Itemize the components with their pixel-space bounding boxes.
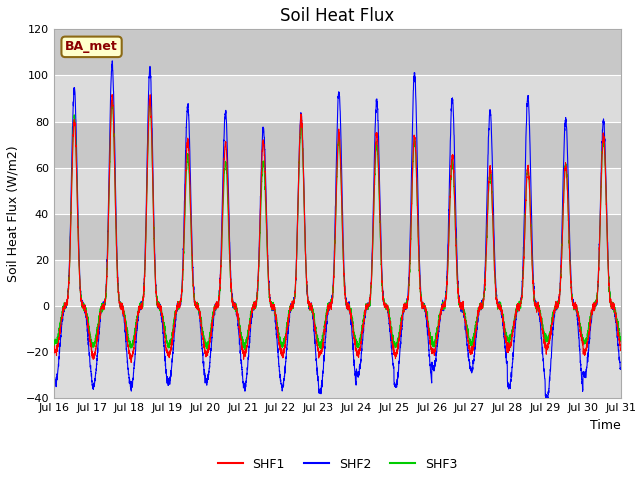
Bar <box>54 306 621 352</box>
SHF3 <box>152 284 159 289</box>
SHF3 <box>616 338 624 344</box>
SHF3 <box>433 327 441 333</box>
SHF2 <box>316 390 324 396</box>
Bar <box>54 121 621 168</box>
SHF1 <box>497 304 504 310</box>
SHF2 <box>543 400 550 406</box>
SHF1 <box>108 92 116 97</box>
SHF3 <box>317 341 324 347</box>
SHF1 <box>127 360 135 365</box>
SHF2 <box>616 366 624 372</box>
SHF1 <box>616 344 624 349</box>
SHF2 <box>152 282 159 288</box>
SHF3 <box>241 347 249 352</box>
Bar <box>54 29 621 75</box>
SHF2 <box>108 58 116 64</box>
Line: SHF1: SHF1 <box>54 95 621 362</box>
SHF1 <box>433 336 441 341</box>
Legend: SHF1, SHF2, SHF3: SHF1, SHF2, SHF3 <box>212 453 462 476</box>
Bar <box>54 260 621 306</box>
SHF1 <box>465 339 472 345</box>
Text: BA_met: BA_met <box>65 40 118 53</box>
SHF1 <box>152 290 160 296</box>
X-axis label: Time: Time <box>590 419 621 432</box>
SHF3 <box>497 302 504 308</box>
Bar <box>54 168 621 214</box>
Y-axis label: Soil Heat Flux (W/m2): Soil Heat Flux (W/m2) <box>7 145 20 282</box>
SHF3 <box>465 333 472 339</box>
SHF2 <box>497 307 504 312</box>
Bar <box>54 352 621 398</box>
Line: SHF2: SHF2 <box>54 61 621 403</box>
SHF3 <box>50 339 58 345</box>
Bar <box>54 75 621 121</box>
SHF1 <box>317 351 324 357</box>
Line: SHF3: SHF3 <box>54 102 621 349</box>
Bar <box>54 214 621 260</box>
Title: Soil Heat Flux: Soil Heat Flux <box>280 7 394 25</box>
SHF2 <box>433 342 441 348</box>
SHF2 <box>50 373 58 379</box>
SHF2 <box>465 350 472 356</box>
SHF3 <box>108 99 116 105</box>
SHF2 <box>617 366 625 372</box>
SHF3 <box>617 337 625 343</box>
SHF1 <box>50 343 58 349</box>
SHF1 <box>617 346 625 352</box>
